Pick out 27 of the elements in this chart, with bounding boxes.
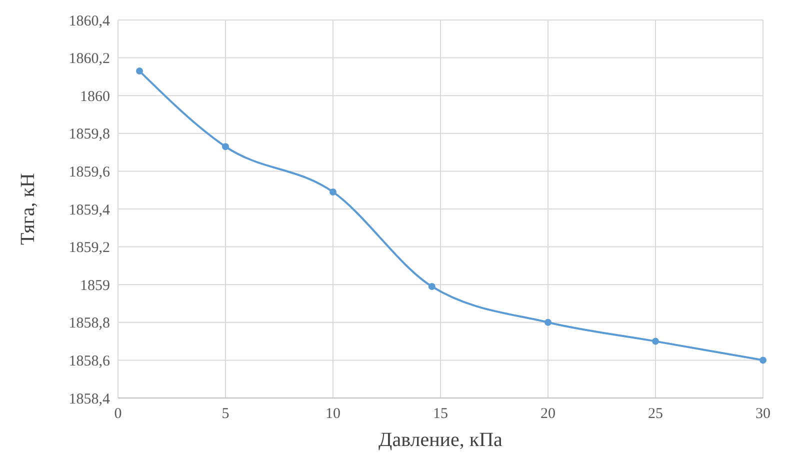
x-tick-label: 10 xyxy=(326,406,340,422)
y-tick-label: 1860,2 xyxy=(68,51,110,68)
x-tick-label: 20 xyxy=(540,406,556,422)
y-tick-label: 1859,6 xyxy=(68,164,110,180)
y-tick-label: 1859,2 xyxy=(68,240,110,256)
y-tick-label: 1859,8 xyxy=(68,126,110,143)
y-tick-label: 1859 xyxy=(80,278,110,294)
x-tick-label: 5 xyxy=(222,406,230,422)
x-tick-label: 15 xyxy=(433,406,448,422)
x-tick-label: 30 xyxy=(756,406,770,422)
point xyxy=(652,338,659,345)
y-tick-label: 1860,4 xyxy=(68,13,110,30)
point xyxy=(760,356,766,364)
point xyxy=(136,68,143,75)
y-tick-label: 1858,6 xyxy=(68,353,110,370)
x-tick-label: 0 xyxy=(114,406,122,422)
point xyxy=(428,282,436,290)
point xyxy=(222,143,229,150)
point xyxy=(330,188,336,196)
x-tick-label: 25 xyxy=(648,406,663,422)
y-tick-label: 1859,4 xyxy=(68,202,110,218)
point xyxy=(544,318,552,326)
y-tick-label: 1858,4 xyxy=(68,391,110,408)
x-axis-title: Давление, кПа xyxy=(378,429,503,451)
y-tick-label: 1860 xyxy=(80,88,110,105)
y-axis-title: Тяга, кН xyxy=(17,173,39,245)
y-tick-label: 1858,8 xyxy=(68,316,110,332)
